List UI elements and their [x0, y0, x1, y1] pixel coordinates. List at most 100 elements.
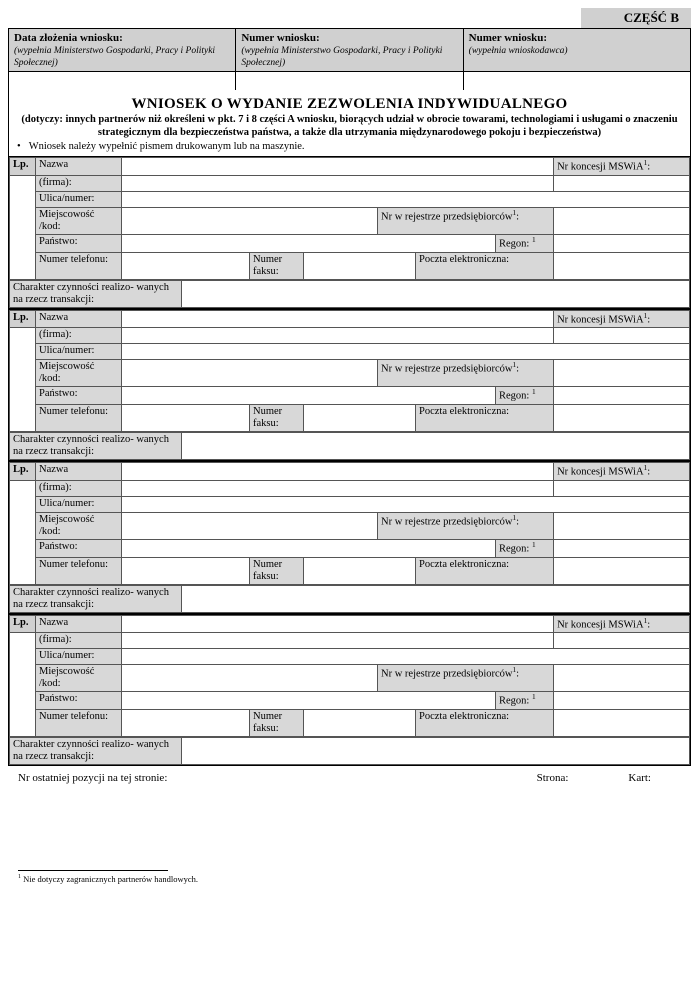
label-nazwa: Nazwa — [36, 310, 122, 328]
input-firma[interactable] — [122, 480, 554, 496]
label-koncesja: Nr koncesji MSWiA1: — [554, 310, 690, 328]
lp-label: Lp. — [10, 158, 36, 176]
input-nazwa[interactable] — [122, 615, 554, 633]
entry-table: Lp.NazwaNr koncesji MSWiA1:(firma):Ulica… — [9, 462, 690, 584]
label-regon: Regon: 1 — [496, 692, 554, 710]
input-rejestr[interactable] — [554, 665, 690, 692]
input-firma[interactable] — [122, 328, 554, 344]
input-email[interactable] — [554, 252, 690, 279]
label-fax: Numer faksu: — [250, 557, 304, 584]
input-nazwa[interactable] — [122, 158, 554, 176]
input-rejestr[interactable] — [554, 360, 690, 387]
entry-table: Lp.Nazwa Nr koncesji MSWiA1: (firma):Ulica… — [9, 310, 690, 432]
input-koncesja[interactable] — [554, 633, 690, 649]
title-main: WNIOSEK O WYDANIE ZEZWOLENIA INDYWIDUALN… — [17, 96, 682, 113]
label-koncesja: Nr koncesji MSWiA1: — [554, 463, 690, 481]
input-panstwo[interactable] — [122, 234, 496, 252]
footnote: 1 Nie dotyczy zagranicznych partnerów ha… — [8, 874, 691, 884]
fill-note: Wniosek należy wypełnić pismem drukowany… — [9, 141, 690, 156]
input-email[interactable] — [554, 405, 690, 432]
label-regon: Regon: 1 — [496, 539, 554, 557]
input-panstwo[interactable] — [122, 387, 496, 405]
input-firma[interactable] — [122, 175, 554, 191]
input-email[interactable] — [554, 710, 690, 737]
input-regon[interactable] — [554, 387, 690, 405]
input-regon[interactable] — [554, 539, 690, 557]
input-koncesja[interactable] — [554, 175, 690, 191]
input-tel[interactable] — [122, 405, 250, 432]
label-rejestr: Nr w rejestrze przedsiębiorców1: — [378, 360, 554, 387]
input-ulica[interactable] — [122, 496, 690, 512]
input-fax[interactable] — [304, 405, 416, 432]
entry-block: Lp.Nazwa Nr koncesji MSWiA1: (firma):Ulica… — [9, 308, 690, 461]
label-panstwo: Państwo: — [36, 234, 122, 252]
title-block: WNIOSEK O WYDANIE ZEZWOLENIA INDYWIDUALN… — [9, 90, 690, 141]
entry-block: Lp.NazwaNr koncesji MSWiA1:(firma):Ulica… — [9, 156, 690, 308]
label-koncesja: Nr koncesji MSWiA1: — [554, 158, 690, 176]
char-table: Charakter czynności realizo- wanych na r… — [9, 280, 690, 308]
input-email[interactable] — [554, 557, 690, 584]
input-regon[interactable] — [554, 692, 690, 710]
input-fax[interactable] — [304, 557, 416, 584]
label-fax: Numer faksu: — [250, 405, 304, 432]
lp-label: Lp. — [10, 463, 36, 481]
label-fax: Numer faksu: — [250, 252, 304, 279]
input-char[interactable] — [182, 433, 690, 460]
header-cell: Data złożenia wniosku:(wypełnia Minister… — [9, 29, 236, 71]
label-firma: (firma): — [36, 328, 122, 344]
input-char[interactable] — [182, 738, 690, 765]
label-miejsc: Miejscowość /kod: — [36, 512, 122, 539]
label-tel: Numer telefonu: — [36, 557, 122, 584]
footer-mid: Strona: — [537, 772, 569, 784]
label-miejsc: Miejscowość /kod: — [36, 207, 122, 234]
label-rejestr: Nr w rejestrze przedsiębiorców1: — [378, 207, 554, 234]
input-fax[interactable] — [304, 710, 416, 737]
label-tel: Numer telefonu: — [36, 405, 122, 432]
input-tel[interactable] — [122, 252, 250, 279]
input-rejestr[interactable] — [554, 207, 690, 234]
form-container: Data złożenia wniosku:(wypełnia Minister… — [8, 28, 691, 766]
label-email: Poczta elektroniczna: — [416, 557, 554, 584]
label-miejsc: Miejscowość /kod: — [36, 360, 122, 387]
input-tel[interactable] — [122, 710, 250, 737]
input-koncesja[interactable] — [554, 328, 690, 344]
label-rejestr: Nr w rejestrze przedsiębiorców1: — [378, 665, 554, 692]
label-tel: Numer telefonu: — [36, 710, 122, 737]
input-firma[interactable] — [122, 633, 554, 649]
label-email: Poczta elektroniczna: — [416, 710, 554, 737]
footer-row: Nr ostatniej pozycji na tej stronie: Str… — [8, 766, 691, 790]
input-koncesja[interactable] — [554, 480, 690, 496]
header-row: Data złożenia wniosku:(wypełnia Minister… — [9, 29, 690, 72]
input-nazwa[interactable] — [122, 463, 554, 481]
label-koncesja: Nr koncesji MSWiA1: — [554, 615, 690, 633]
entry-table: Lp.NazwaNr koncesji MSWiA1:(firma):Ulica… — [9, 615, 690, 737]
label-firma: (firma): — [36, 480, 122, 496]
input-tel[interactable] — [122, 557, 250, 584]
input-ulica[interactable] — [122, 649, 690, 665]
entry-table: Lp.NazwaNr koncesji MSWiA1:(firma):Ulica… — [9, 157, 690, 279]
input-char[interactable] — [182, 280, 690, 307]
input-miejsc[interactable] — [122, 360, 378, 387]
header-cell: Numer wniosku:(wypełnia Ministerstwo Gos… — [236, 29, 463, 71]
input-miejsc[interactable] — [122, 665, 378, 692]
label-ulica: Ulica/numer: — [36, 496, 122, 512]
input-miejsc[interactable] — [122, 512, 378, 539]
label-nazwa: Nazwa — [36, 158, 122, 176]
lp-label: Lp. — [10, 310, 36, 328]
input-miejsc[interactable] — [122, 207, 378, 234]
input-rejestr[interactable] — [554, 512, 690, 539]
char-table: Charakter czynności realizo- wanych na r… — [9, 432, 690, 460]
input-ulica[interactable] — [122, 344, 690, 360]
input-panstwo[interactable] — [122, 692, 496, 710]
input-ulica[interactable] — [122, 191, 690, 207]
input-nazwa[interactable] — [122, 310, 554, 328]
input-panstwo[interactable] — [122, 539, 496, 557]
label-panstwo: Państwo: — [36, 692, 122, 710]
label-char: Charakter czynności realizo- wanych na r… — [10, 433, 182, 460]
label-ulica: Ulica/numer: — [36, 649, 122, 665]
char-table: Charakter czynności realizo- wanych na r… — [9, 585, 690, 613]
input-fax[interactable] — [304, 252, 416, 279]
input-char[interactable] — [182, 585, 690, 612]
label-ulica: Ulica/numer: — [36, 344, 122, 360]
input-regon[interactable] — [554, 234, 690, 252]
